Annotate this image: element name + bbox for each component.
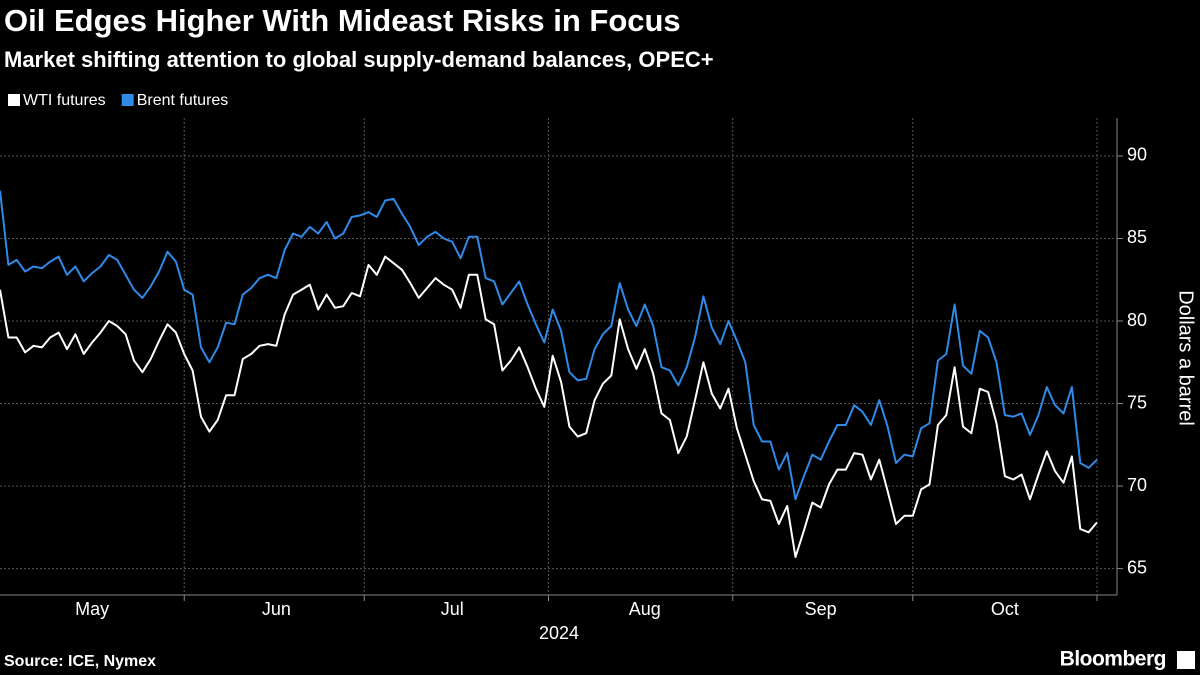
brand-logo xyxy=(1177,651,1195,669)
y-tick-label: 70 xyxy=(1127,475,1147,495)
brand: Bloomberg xyxy=(1060,648,1166,671)
x-tick-label: May xyxy=(75,599,109,619)
chart-title: Oil Edges Higher With Mideast Risks in F… xyxy=(4,3,681,38)
y-tick-label: 65 xyxy=(1127,557,1147,577)
series-line xyxy=(0,255,1098,558)
x-tick-label: Oct xyxy=(991,599,1019,619)
y-axis-label: Dollars a barrel xyxy=(1175,290,1197,426)
legend-swatch xyxy=(121,94,134,106)
legend-label: Brent futures xyxy=(137,92,229,109)
x-axis-label: 2024 xyxy=(539,623,579,643)
x-tick-label: Sep xyxy=(805,599,837,619)
x-tick-label: Aug xyxy=(629,599,661,619)
source: Source: ICE, Nymex xyxy=(4,653,156,670)
y-tick-label: 85 xyxy=(1127,227,1147,247)
legend-swatch xyxy=(8,94,20,106)
chart-subtitle: Market shifting attention to global supp… xyxy=(4,47,714,72)
legend: WTI futures Brent futures xyxy=(8,92,228,109)
y-tick-label: 80 xyxy=(1127,310,1147,330)
x-tick-label: Jun xyxy=(262,599,291,619)
y-tick-label: 75 xyxy=(1127,392,1147,412)
legend-label: WTI futures xyxy=(23,92,106,109)
y-tick-label: 90 xyxy=(1127,145,1147,165)
series-line xyxy=(0,190,1098,501)
x-tick-label: Jul xyxy=(441,599,464,619)
